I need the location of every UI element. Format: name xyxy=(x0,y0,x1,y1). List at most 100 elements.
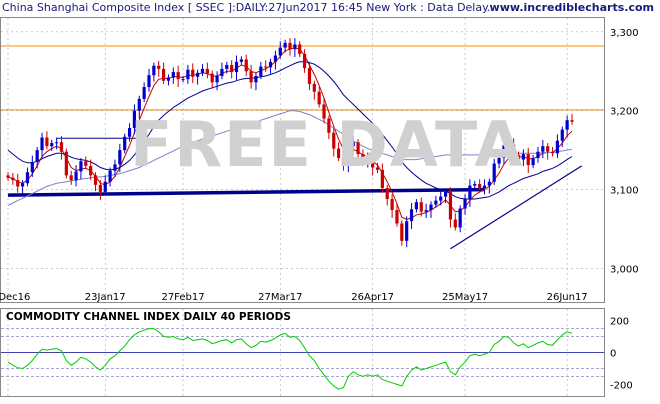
candle-body xyxy=(302,53,307,69)
candle-body xyxy=(25,172,30,184)
series-line-ma_long xyxy=(7,61,573,200)
candle-body xyxy=(555,140,560,154)
date-tick-label: 23Jan17 xyxy=(85,292,126,303)
candle-body xyxy=(424,210,428,212)
candle-body xyxy=(103,181,107,192)
cci-series xyxy=(7,328,573,390)
candle-body xyxy=(108,170,112,182)
candle-body xyxy=(570,120,574,122)
candle-body xyxy=(361,154,365,162)
candle-body xyxy=(453,219,457,228)
candle-body xyxy=(531,158,535,166)
candle-body xyxy=(317,91,321,105)
candle-body xyxy=(181,79,185,81)
candle-body xyxy=(268,61,273,68)
candle-body xyxy=(502,145,506,159)
candle-body xyxy=(6,175,10,178)
candle-body xyxy=(74,171,78,181)
candle-body xyxy=(64,151,68,176)
candle-body xyxy=(468,185,472,200)
site-link[interactable]: www.incrediblecharts.com xyxy=(489,1,654,14)
price-grid xyxy=(1,18,604,302)
candle-body xyxy=(35,150,39,162)
candle-body xyxy=(40,137,44,151)
candle-body xyxy=(220,68,224,76)
candle-body xyxy=(400,223,404,241)
candle-body xyxy=(341,158,346,166)
axis-labels: 3,000 3,100 3,200 3,300 23Dec16 23Jan17 27Feb1… xyxy=(0,28,639,392)
candle-body xyxy=(11,177,15,181)
candle-body xyxy=(234,61,239,73)
date-tick-label: 26Jun17 xyxy=(547,292,588,303)
candle-body xyxy=(463,199,467,209)
candle-body xyxy=(390,199,394,211)
date-tick-label: 25May17 xyxy=(442,292,488,303)
candle-body xyxy=(492,163,496,182)
candle-body xyxy=(487,181,491,186)
candle-body xyxy=(89,165,93,176)
chart-title: China Shanghai Composite Index [ SSEC ]:… xyxy=(2,1,495,14)
candle-body xyxy=(405,221,409,241)
candle-body xyxy=(512,144,516,155)
candle-body xyxy=(458,208,462,228)
series-line-ma_slow xyxy=(7,110,573,206)
candle-body xyxy=(147,75,151,88)
candle-body xyxy=(507,144,511,146)
candle-body xyxy=(166,77,171,81)
candle-body xyxy=(546,146,550,152)
candle-body xyxy=(346,146,350,166)
candle-body xyxy=(127,128,132,137)
candle-body xyxy=(249,71,253,83)
price-tick-label: 3,000 xyxy=(610,264,639,275)
candle-body xyxy=(16,180,20,187)
candle-body xyxy=(215,76,219,83)
cci-line xyxy=(7,328,573,390)
candle-body xyxy=(59,142,64,152)
candle-body xyxy=(254,76,258,83)
candle-body xyxy=(157,65,161,69)
candle-body xyxy=(409,209,414,222)
candle-body xyxy=(521,154,525,160)
candle-body xyxy=(176,72,180,80)
candle-body xyxy=(439,196,443,201)
candles xyxy=(6,38,574,248)
candle-body xyxy=(414,202,419,210)
candle-body xyxy=(443,191,448,197)
candle-body xyxy=(380,169,384,188)
candle-body xyxy=(113,164,117,171)
price-tick-label: 3,100 xyxy=(610,186,639,197)
candle-body xyxy=(30,161,34,173)
candle-body xyxy=(123,136,127,151)
price-tick-label: 3,300 xyxy=(610,28,639,39)
candle-body xyxy=(191,69,195,77)
price-tick-label: 3,200 xyxy=(610,107,639,118)
cci-title: COMMODITY CHANNEL INDEX DAILY 40 PERIODS xyxy=(6,311,291,323)
candle-body xyxy=(473,184,477,186)
candle-body xyxy=(298,44,302,54)
candle-body xyxy=(50,143,54,147)
candle-body xyxy=(196,72,200,77)
trendlines xyxy=(1,45,604,250)
candle-body xyxy=(307,68,312,84)
candle-body xyxy=(98,184,102,192)
candle-body xyxy=(434,200,438,205)
candle-body xyxy=(516,154,521,160)
candle-body xyxy=(264,66,268,68)
candle-body xyxy=(161,68,166,81)
candle-body xyxy=(45,137,49,147)
candle-body xyxy=(244,59,248,72)
candle-body xyxy=(93,175,98,185)
candle-body xyxy=(526,154,530,166)
candle-body xyxy=(152,65,156,76)
candle-body xyxy=(327,118,331,133)
candle-body xyxy=(550,151,555,154)
candle-body xyxy=(337,148,341,159)
candle-body xyxy=(283,42,287,48)
trendline-support xyxy=(7,187,485,197)
trendline-support_rising xyxy=(450,165,583,250)
candle-body xyxy=(293,44,297,50)
candle-body xyxy=(186,69,190,80)
candle-body xyxy=(375,167,380,170)
